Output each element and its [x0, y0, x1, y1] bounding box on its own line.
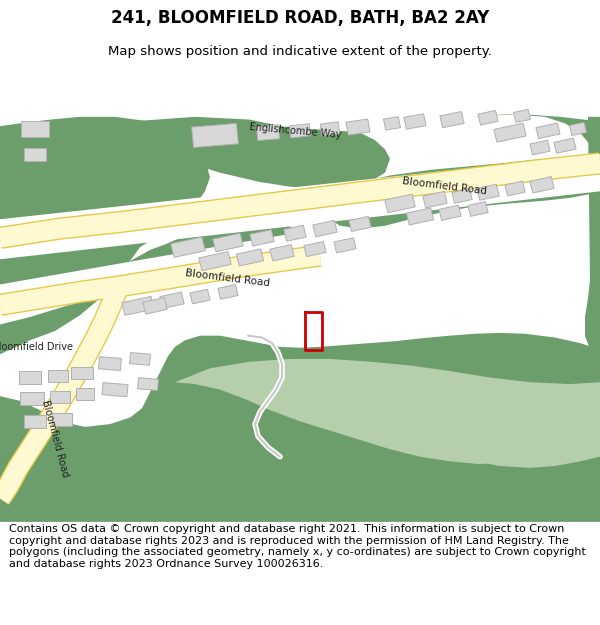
- Polygon shape: [130, 214, 292, 269]
- Polygon shape: [478, 111, 498, 125]
- Polygon shape: [452, 189, 472, 203]
- Text: Bloomfield Road: Bloomfield Road: [40, 399, 70, 478]
- Text: Englishcombe Way: Englishcombe Way: [248, 122, 341, 140]
- Polygon shape: [24, 148, 46, 161]
- Polygon shape: [284, 225, 306, 241]
- Polygon shape: [383, 117, 400, 130]
- Polygon shape: [530, 140, 550, 155]
- Polygon shape: [213, 233, 243, 252]
- Polygon shape: [536, 123, 560, 139]
- Polygon shape: [19, 371, 41, 384]
- Polygon shape: [250, 229, 274, 246]
- Polygon shape: [48, 369, 68, 382]
- Polygon shape: [236, 249, 263, 266]
- Polygon shape: [24, 415, 46, 428]
- Polygon shape: [98, 357, 122, 371]
- Polygon shape: [477, 184, 499, 200]
- Polygon shape: [171, 237, 205, 258]
- Polygon shape: [289, 124, 311, 138]
- Text: Bloomfield Road: Bloomfield Road: [185, 268, 271, 288]
- Polygon shape: [304, 241, 326, 257]
- Polygon shape: [468, 202, 488, 216]
- Polygon shape: [102, 382, 128, 397]
- Polygon shape: [585, 117, 600, 354]
- Polygon shape: [256, 125, 280, 141]
- Polygon shape: [0, 333, 600, 522]
- Polygon shape: [439, 205, 461, 220]
- Text: Map shows position and indicative extent of the property.: Map shows position and indicative extent…: [108, 45, 492, 58]
- Polygon shape: [130, 117, 390, 189]
- Polygon shape: [346, 119, 370, 135]
- Polygon shape: [71, 367, 93, 379]
- Polygon shape: [137, 378, 158, 391]
- Polygon shape: [0, 154, 600, 259]
- Polygon shape: [130, 352, 151, 365]
- Polygon shape: [385, 194, 415, 213]
- Polygon shape: [349, 216, 371, 231]
- Polygon shape: [122, 296, 154, 316]
- Polygon shape: [190, 289, 210, 304]
- Polygon shape: [199, 252, 231, 271]
- Polygon shape: [160, 292, 184, 309]
- Polygon shape: [218, 284, 238, 299]
- Polygon shape: [406, 208, 434, 225]
- Polygon shape: [530, 177, 554, 193]
- Polygon shape: [423, 191, 447, 208]
- Polygon shape: [569, 122, 587, 136]
- Polygon shape: [313, 221, 337, 237]
- Polygon shape: [404, 114, 426, 129]
- Polygon shape: [0, 229, 370, 324]
- Polygon shape: [143, 298, 167, 314]
- Polygon shape: [505, 181, 525, 196]
- Polygon shape: [21, 121, 49, 138]
- Text: Bloomfield Road: Bloomfield Road: [402, 176, 488, 197]
- Polygon shape: [270, 244, 294, 261]
- Text: 241, BLOOMFIELD ROAD, BATH, BA2 2AY: 241, BLOOMFIELD ROAD, BATH, BA2 2AY: [111, 9, 489, 28]
- Polygon shape: [425, 381, 600, 468]
- Polygon shape: [470, 114, 600, 154]
- Polygon shape: [76, 388, 94, 401]
- Polygon shape: [554, 138, 576, 153]
- Text: Bloomfield Drive: Bloomfield Drive: [0, 342, 73, 352]
- Polygon shape: [440, 112, 464, 128]
- Polygon shape: [20, 392, 44, 406]
- Polygon shape: [175, 359, 600, 464]
- Polygon shape: [50, 391, 70, 403]
- Polygon shape: [191, 123, 238, 148]
- Polygon shape: [494, 123, 526, 142]
- Polygon shape: [52, 413, 72, 426]
- Polygon shape: [320, 122, 340, 136]
- Polygon shape: [328, 154, 600, 229]
- Polygon shape: [514, 109, 530, 123]
- Polygon shape: [0, 117, 210, 354]
- Text: Contains OS data © Crown copyright and database right 2021. This information is : Contains OS data © Crown copyright and d…: [9, 524, 586, 569]
- Polygon shape: [334, 238, 356, 253]
